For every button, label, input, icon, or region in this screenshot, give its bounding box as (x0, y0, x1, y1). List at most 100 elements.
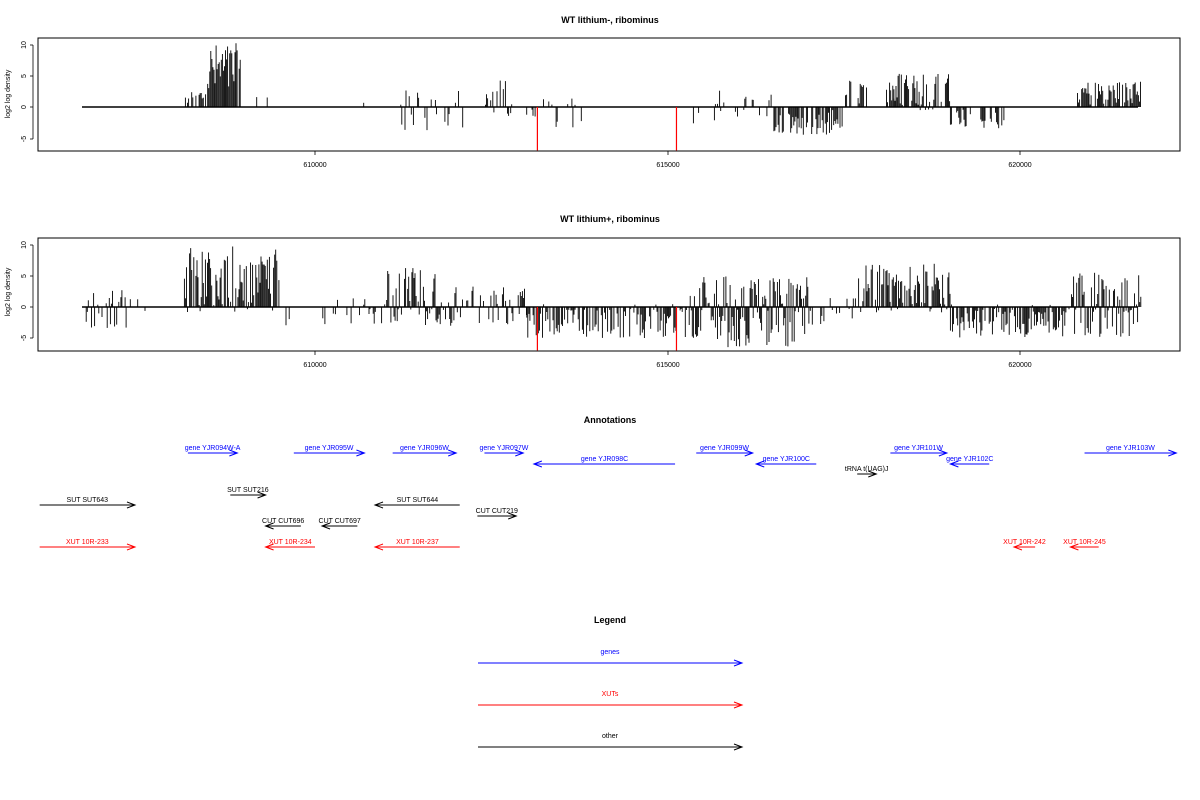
annotation-feature: gene YJR099W (696, 445, 755, 457)
annotation-feature: CUT CUT696 (262, 518, 304, 530)
annotation-arrow-arrowhead (264, 522, 274, 530)
panel-2-title: WT lithium+, ribominus (560, 214, 660, 224)
annotation-arrow-arrowhead (373, 543, 384, 551)
annotation-label: XUT 10R-242 (1003, 539, 1046, 546)
legend-item: genes (478, 649, 744, 667)
annotation-track: gene YJR094W-A gene YJR095W gene YJR096W ge… (39, 445, 1178, 551)
panel-1-ytick-label: 10 (21, 41, 28, 49)
panel-2-xtick-label: 620000 (1008, 362, 1031, 369)
legend: genes XUTs other (478, 649, 744, 751)
annotation-feature: SUT SUT643 (39, 497, 137, 509)
annotation-label: gene YJR100C (763, 456, 810, 463)
annotation-feature: gene YJR098C (532, 456, 676, 468)
annotation-label: gene YJR094W-A (185, 445, 241, 452)
annotation-arrow-arrowhead (373, 501, 384, 509)
panel-1-xtick-label: 620000 (1008, 162, 1031, 169)
panel-1-title: WT lithium-, ribominus (561, 15, 659, 25)
panel-2-ytick-label: 5 (21, 274, 28, 278)
annotation-arrow-arrowhead (320, 522, 331, 530)
annotation-arrow-arrowhead (229, 449, 239, 457)
panel-1-xaxis: 610000 615000 620000 (303, 151, 1032, 169)
annotations-title: Annotations (584, 415, 637, 425)
annotation-feature: XUT 10R-242 (1003, 539, 1046, 551)
annotation-arrow-arrowhead (948, 460, 959, 468)
panel-1-xtick-label: 610000 (303, 162, 326, 169)
legend-label: other (602, 733, 619, 740)
panel-1-yaxis: -5 0 5 10 (21, 41, 34, 142)
annotation-label: gene YJR095W (305, 445, 354, 452)
annotation-feature: gene YJR101W (890, 445, 949, 457)
legend-arrow-arrowhead (733, 659, 744, 667)
annotation-label: gene YJR103W (1106, 445, 1155, 452)
annotation-feature: gene YJR102C (946, 456, 993, 468)
annotation-arrow-arrowhead (1012, 543, 1023, 551)
annotation-label: SUT SUT644 (397, 497, 439, 504)
annotation-feature: SUT SUT216 (227, 487, 269, 499)
panel-2: WT lithium+, ribominus log2 log density … (5, 214, 1181, 369)
annotation-label: gene YJR102C (946, 456, 993, 463)
annotation-feature: tRNA t(UAG)J (845, 466, 889, 478)
legend-label: XUTs (602, 691, 619, 698)
annotation-label: XUT 10R-234 (269, 539, 312, 546)
annotation-feature: CUT CUT697 (319, 518, 361, 530)
panel-1-xtick-label: 615000 (656, 162, 679, 169)
annotation-arrow-arrowhead (938, 449, 949, 457)
annotation-feature: gene YJR103W (1084, 445, 1178, 457)
annotation-feature: XUT 10R-245 (1063, 539, 1106, 551)
annotation-feature: gene YJR094W-A (185, 445, 241, 457)
panel-1-ylabel: log2 log density (5, 69, 12, 118)
annotation-label: gene YJR099W (700, 445, 749, 452)
annotation-arrow-arrowhead (744, 449, 755, 457)
annotation-label: XUT 10R-237 (396, 539, 439, 546)
legend-arrow-arrowhead (733, 743, 744, 751)
annotation-feature: CUT CUT219 (476, 508, 518, 520)
panel-2-xaxis: 610000 615000 620000 (303, 351, 1032, 369)
annotation-label: XUT 10R-245 (1063, 539, 1106, 546)
annotation-label: SUT SUT216 (227, 487, 269, 494)
annotation-feature: gene YJR096W (392, 445, 458, 457)
panel-1-ytick-label: 0 (21, 105, 28, 109)
panel-2-xtick-label: 615000 (656, 362, 679, 369)
panel-2-ytick-label: 10 (21, 241, 28, 249)
annotation-feature: gene YJR095W (293, 445, 366, 457)
annotation-arrow-arrowhead (515, 449, 525, 457)
legend-label: genes (600, 649, 620, 656)
annotation-feature: XUT 10R-234 (264, 539, 315, 551)
panel-1-frame (37, 37, 1181, 152)
annotation-arrow-arrowhead (126, 543, 137, 551)
annotation-arrow-arrowhead (1168, 449, 1178, 457)
annotation-label: tRNA t(UAG)J (845, 466, 889, 473)
panel-1-bars (184, 43, 1141, 151)
annotation-arrow-arrowhead (754, 460, 765, 468)
annotation-arrow-arrowhead (448, 449, 458, 457)
annotation-arrow-arrowhead (1068, 543, 1079, 551)
annotation-arrow-arrowhead (508, 512, 518, 520)
annotation-feature: gene YJR100C (754, 456, 817, 468)
annotation-arrow-arrowhead (126, 501, 137, 509)
panel-2-ylabel: log2 log density (5, 267, 12, 316)
legend-title: Legend (594, 615, 626, 625)
annotation-label: SUT SUT643 (67, 497, 109, 504)
legend-item: XUTs (478, 691, 744, 709)
annotation-label: gene YJR098C (581, 456, 628, 463)
panel-1: WT lithium-, ribominus log2 log density … (5, 15, 1181, 169)
panel-2-bars (85, 246, 1142, 351)
annotation-label: CUT CUT219 (476, 508, 518, 515)
annotation-arrow-arrowhead (257, 491, 268, 499)
panel-2-xtick-label: 610000 (303, 362, 326, 369)
annotation-arrow-arrowhead (868, 470, 878, 478)
annotation-feature: XUT 10R-237 (373, 539, 460, 551)
panel-1-ytick-label: 5 (21, 74, 28, 78)
annotation-label: gene YJR097W (479, 445, 528, 452)
annotation-feature: XUT 10R-233 (39, 539, 137, 551)
annotation-label: CUT CUT696 (262, 518, 304, 525)
panel-2-yaxis: -5 0 5 10 (21, 241, 34, 341)
legend-arrow-arrowhead (733, 701, 744, 709)
annotation-label: CUT CUT697 (319, 518, 361, 525)
annotation-label: gene YJR096W (400, 445, 449, 452)
annotation-arrow-arrowhead (532, 460, 543, 468)
legend-item: other (478, 733, 744, 751)
annotation-label: XUT 10R-233 (66, 539, 109, 546)
annotation-label: gene YJR101W (894, 445, 943, 452)
